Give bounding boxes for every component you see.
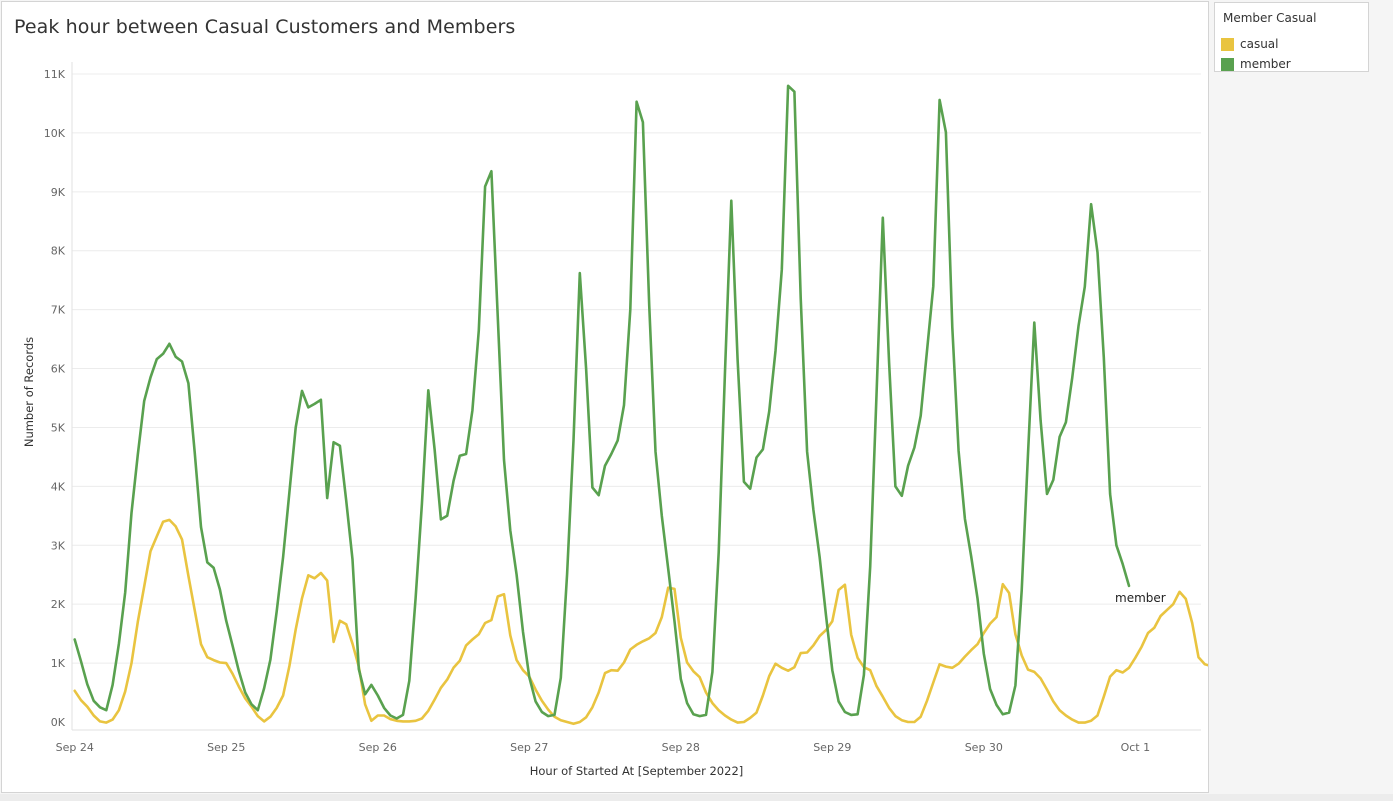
legend-swatch-casual	[1221, 37, 1234, 51]
series-line-member[interactable]	[73, 84, 1131, 720]
x-tick-label: Sep 27	[510, 741, 548, 754]
series-line-casual[interactable]	[73, 518, 1208, 726]
x-tick-label: Oct 1	[1121, 741, 1151, 754]
x-tick-label: Sep 26	[359, 741, 397, 754]
x-tick-label: Sep 30	[965, 741, 1003, 754]
chart-panel: Peak hour between Casual Customers and M…	[1, 1, 1209, 793]
y-tick-label: 7K	[51, 304, 66, 317]
y-tick-label: 2K	[51, 598, 66, 611]
y-axis-title: Number of Records	[22, 337, 36, 447]
y-tick-label: 3K	[51, 539, 66, 552]
y-tick-label: 9K	[51, 186, 66, 199]
legend-item-casual[interactable]: casual	[1221, 36, 1279, 52]
legend-label-member: member	[1240, 57, 1291, 71]
x-tick-label: Sep 24	[56, 741, 94, 754]
x-tick-label: Sep 28	[662, 741, 700, 754]
legend-swatch-member	[1221, 57, 1234, 71]
chart-title: Peak hour between Casual Customers and M…	[14, 16, 516, 38]
legend-label-casual: casual	[1240, 37, 1279, 51]
legend-card: Member Casual casual member	[1214, 2, 1369, 72]
y-tick-label: 8K	[51, 245, 66, 258]
y-tick-label: 10K	[44, 127, 66, 140]
y-tick-label: 4K	[51, 480, 66, 493]
y-tick-label: 5K	[51, 421, 66, 434]
legend-item-member[interactable]: member	[1221, 56, 1291, 72]
x-axis-title: Hour of Started At [September 2022]	[530, 764, 744, 778]
y-tick-label: 11K	[44, 68, 66, 81]
y-tick-label: 1K	[51, 657, 66, 670]
x-tick-label: Sep 29	[813, 741, 851, 754]
legend-title: Member Casual	[1223, 11, 1317, 25]
y-tick-label: 0K	[51, 716, 66, 729]
line-chart: 0K 1K 2K 3K 4K 5K 6K 7K 8K 9K 10K 11K Sep 24 Sep 25 Se…	[22, 62, 1208, 778]
y-tick-label: 6K	[51, 363, 66, 376]
x-tick-label: Sep 25	[207, 741, 245, 754]
pane-gutter	[1210, 0, 1213, 801]
end-label-member: member	[1115, 591, 1166, 605]
bottom-strip	[0, 794, 1393, 801]
